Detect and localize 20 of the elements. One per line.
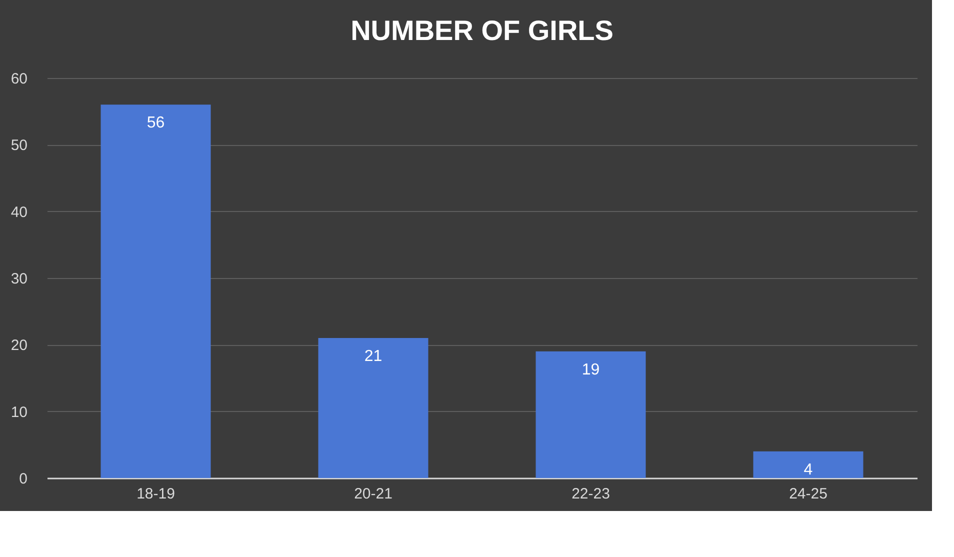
chart-title: NUMBER OF GIRLS (350, 15, 614, 46)
y-tick-label: 60 (10, 70, 28, 88)
x-tick-label: 18-19 (136, 486, 175, 502)
data-label: 4 (804, 461, 813, 478)
y-tick-label: 50 (10, 137, 28, 154)
x-tick-label: 24-25 (789, 486, 828, 502)
y-tick-label: 20 (10, 337, 28, 354)
y-tick-label: 30 (10, 270, 28, 288)
bar (753, 451, 864, 478)
bar (318, 338, 428, 478)
y-tick-label: 40 (10, 204, 28, 221)
x-tick-label: 22-23 (572, 486, 610, 502)
bar (100, 104, 211, 478)
y-tick-label: 10 (10, 404, 28, 421)
data-label: 21 (364, 348, 382, 365)
y-tick-label: 0 (19, 470, 28, 488)
x-tick-label: 20-21 (354, 486, 392, 502)
data-label: 19 (582, 361, 600, 378)
data-label: 56 (146, 114, 165, 132)
bar (536, 351, 646, 478)
